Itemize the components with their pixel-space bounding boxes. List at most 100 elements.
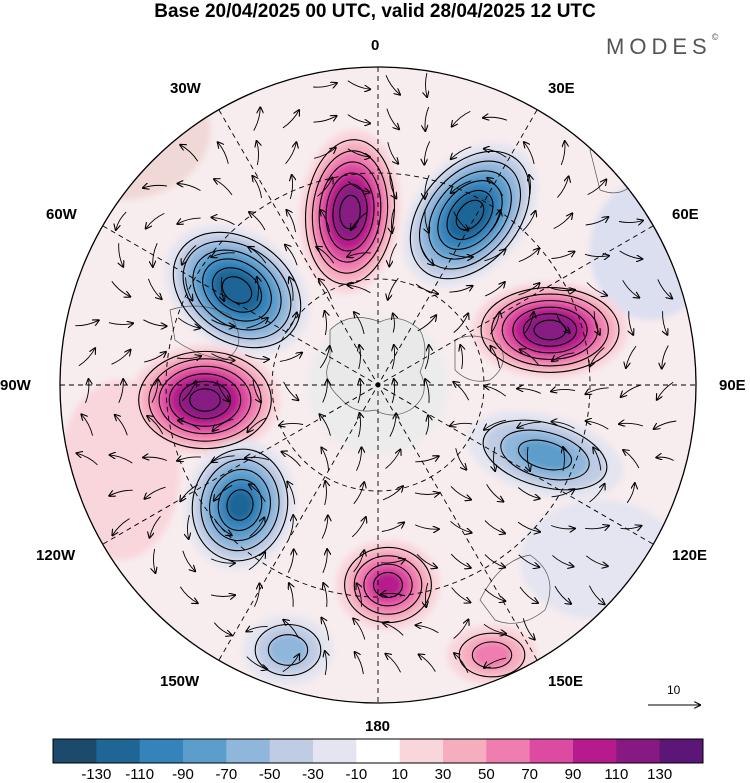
wind-arrow — [385, 654, 402, 673]
wind-arrow — [320, 414, 331, 436]
colorbar-tick-label: 10 — [391, 766, 408, 783]
wind-arrow — [115, 415, 128, 436]
wind-arrow — [353, 482, 364, 505]
wind-arrow — [523, 312, 533, 335]
wind-arrow — [146, 212, 165, 228]
wind-arrow — [585, 217, 609, 226]
wind-arrow — [484, 419, 507, 430]
wind-arrow — [290, 175, 292, 200]
wind-arrow — [517, 389, 541, 394]
north-pole-marker — [375, 382, 381, 388]
wind-arrow — [354, 312, 365, 334]
wind-arrow — [313, 116, 336, 123]
wind-arrow — [118, 379, 123, 403]
wind-arrow — [321, 515, 328, 539]
wind-arrow — [348, 285, 371, 294]
wind-arrow — [347, 148, 370, 157]
wind-arrow — [529, 175, 531, 200]
wind-arrow — [662, 345, 669, 369]
wind-arrow — [392, 345, 394, 370]
wind-arrow — [348, 181, 369, 193]
wind-arrow — [218, 142, 229, 164]
wind-arrow — [287, 210, 296, 233]
wind-arrow — [425, 582, 427, 607]
wind-arrow — [484, 386, 507, 397]
contour — [372, 571, 404, 599]
wind-arrow — [626, 345, 637, 368]
wind-arrow — [249, 212, 266, 231]
wind-arrow — [382, 486, 403, 501]
wind-arrow — [590, 347, 605, 367]
colorbar-tick-label: -90 — [172, 766, 194, 783]
wind-arrow — [483, 117, 508, 120]
contour — [512, 306, 588, 354]
wind-arrow — [356, 447, 362, 471]
wind-arrow — [212, 217, 235, 225]
wind-arrow — [520, 350, 539, 365]
anomaly-positive-90w — [190, 389, 220, 411]
wind-arrow — [555, 313, 570, 333]
wind-arrow — [588, 585, 604, 605]
wind-arrow — [319, 279, 332, 300]
wind-arrow — [420, 244, 434, 265]
wind-arrow — [460, 345, 462, 370]
wind-arrow — [623, 450, 640, 469]
wind-arrow — [484, 249, 506, 262]
copyright-mark: © — [711, 32, 719, 42]
wind-arrow — [108, 323, 133, 325]
wind-arrow — [279, 423, 304, 425]
wind-arrow — [593, 311, 600, 334]
wind-arrow — [211, 558, 235, 563]
wind-arrow — [182, 550, 195, 572]
wind-arrow — [288, 515, 294, 539]
wind-arrow — [359, 345, 361, 370]
wind-arrow — [393, 314, 395, 333]
colorbar-tick-label: 90 — [564, 766, 582, 783]
wind-arrow — [490, 346, 501, 369]
wind-arrow — [484, 149, 507, 158]
wind-arrow — [490, 312, 499, 335]
contour — [182, 240, 292, 340]
wind-arrow — [111, 281, 130, 296]
wind-arrow — [619, 423, 644, 426]
lon-label-30w: 30W — [170, 80, 201, 97]
wind-arrow — [211, 319, 235, 327]
wind-arrow — [452, 110, 471, 126]
wind-arrow — [425, 72, 427, 97]
wind-arrow — [414, 493, 439, 495]
wind-arrow — [316, 247, 335, 264]
wind-arrow — [321, 618, 330, 641]
wind-arrow — [319, 346, 329, 369]
contour — [209, 468, 271, 542]
wind-arrow — [119, 243, 124, 267]
anomaly-positive-75e — [534, 320, 566, 340]
wind-arrow — [451, 180, 472, 193]
anomaly-negative-25e — [456, 200, 484, 230]
wind-arrow — [416, 625, 439, 634]
contour — [353, 555, 423, 615]
contour — [267, 634, 309, 666]
wind-arrow — [178, 420, 201, 430]
contour — [363, 563, 413, 607]
wind-arrow — [181, 381, 196, 402]
wind-arrow — [317, 178, 333, 197]
wind-arrow — [586, 282, 607, 296]
wind-arrow — [320, 210, 331, 233]
wind-arrow — [417, 315, 436, 332]
wind-arrow — [450, 553, 471, 568]
lon-label-60e: 60E — [672, 206, 699, 223]
wind-arrow — [518, 283, 540, 296]
wind-arrow — [216, 380, 229, 402]
contour — [339, 194, 361, 230]
wind-arrow — [150, 516, 161, 537]
wind-arrow — [214, 179, 233, 196]
lon-label-150e: 150E — [548, 673, 584, 690]
wind-arrow — [213, 418, 234, 431]
wind-arrow — [249, 518, 265, 537]
wind-arrow — [351, 517, 366, 538]
wind-arrow — [282, 654, 299, 673]
wind-arrow — [358, 379, 361, 404]
wind-arrow — [282, 110, 299, 129]
wind-arrow — [221, 276, 224, 301]
